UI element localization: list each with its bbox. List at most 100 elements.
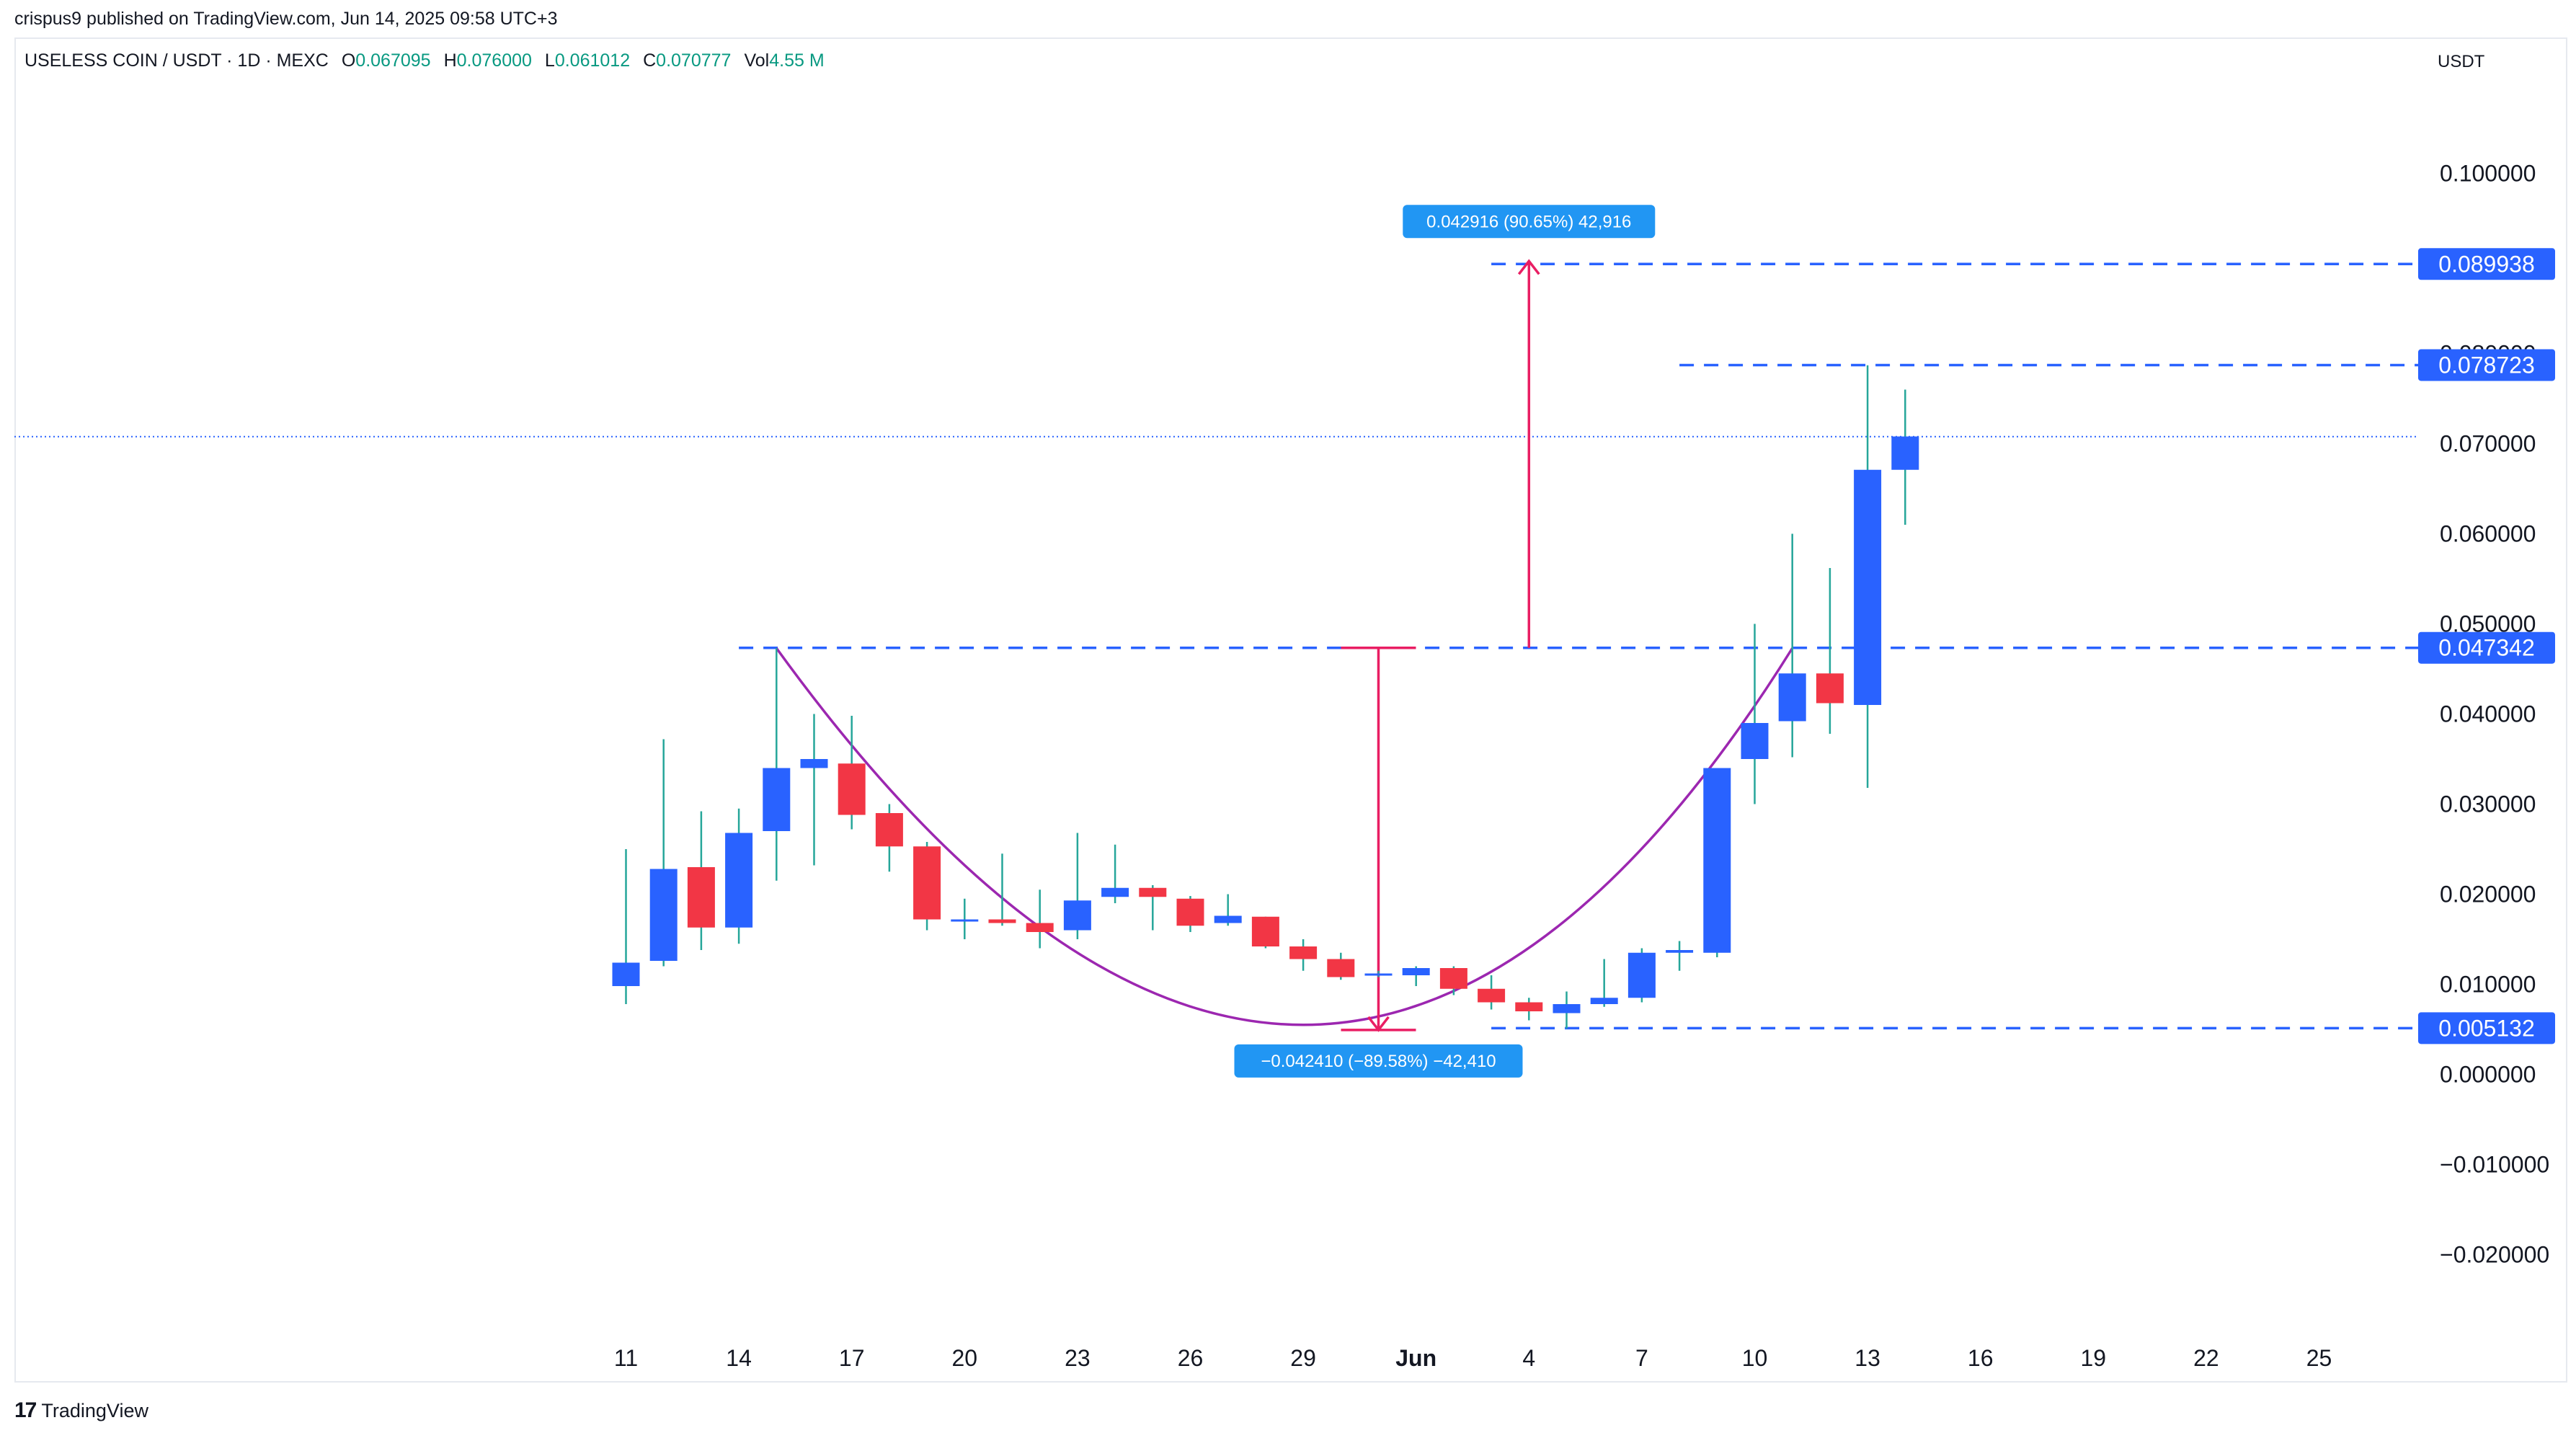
x-tick-label: 19 bbox=[2081, 1345, 2107, 1371]
ohlc-close-label: C bbox=[643, 50, 657, 71]
ohlc-high-value: 0.076000 bbox=[456, 50, 532, 71]
candle-body-down bbox=[1026, 923, 1054, 932]
level-tag-label: 0.005132 bbox=[2438, 1015, 2534, 1041]
candle-body-down bbox=[988, 919, 1016, 923]
ohlc-low-value: 0.061012 bbox=[554, 50, 631, 71]
price-axis-currency[interactable]: USDT bbox=[2438, 52, 2485, 71]
measure-label: 0.042916 (90.65%) 42,916 bbox=[1426, 212, 1631, 231]
measure-label-box bbox=[1403, 205, 1656, 239]
candle-body-up bbox=[1101, 887, 1129, 897]
level-tag-label: 0.078723 bbox=[2438, 352, 2534, 378]
x-tick-label: 22 bbox=[2193, 1345, 2219, 1371]
ohlc-open-label: O bbox=[341, 50, 356, 71]
y-tick-label: −0.010000 bbox=[2440, 1152, 2549, 1178]
y-tick-label: 0.070000 bbox=[2440, 431, 2536, 457]
candle-body-down bbox=[1816, 673, 1844, 704]
volume-value: 4.55 M bbox=[769, 50, 825, 71]
x-tick-label: 11 bbox=[614, 1345, 638, 1371]
x-tick-label: 4 bbox=[1522, 1345, 1535, 1371]
published-by: crispus9 published on TradingView.com, J… bbox=[14, 9, 558, 29]
x-tick-label: 10 bbox=[1742, 1345, 1768, 1371]
ohlc-high-label: H bbox=[443, 50, 457, 71]
symbol-title: USELESS COIN / USDT · 1D · MEXC bbox=[25, 50, 329, 71]
candle-body-up bbox=[1666, 950, 1694, 953]
candle-body-up bbox=[1627, 952, 1656, 998]
x-tick-label: 17 bbox=[839, 1345, 865, 1371]
y-tick-label: 0.100000 bbox=[2440, 161, 2536, 187]
ohlc-low-label: L bbox=[544, 50, 555, 71]
horizontal-levels bbox=[739, 262, 2418, 1030]
y-tick-label: 0.000000 bbox=[2440, 1062, 2536, 1088]
y-tick-label: 0.060000 bbox=[2440, 521, 2536, 547]
tradingview-brand[interactable]: 17 TradingView bbox=[14, 1398, 148, 1423]
x-tick-label: 7 bbox=[1635, 1345, 1648, 1371]
x-tick-label: 20 bbox=[952, 1345, 978, 1371]
x-tick-label: 14 bbox=[726, 1345, 752, 1371]
ohlc-open-value: 0.067095 bbox=[355, 50, 431, 71]
candle-body-up bbox=[1778, 673, 1806, 722]
x-tick-label: 16 bbox=[1968, 1345, 1994, 1371]
volume-label: Vol bbox=[744, 50, 770, 71]
level-tags: 0.089938 0.078723 0.047342 0.005132 bbox=[2418, 248, 2555, 1044]
measure-label: −0.042410 (−89.58%) −42,410 bbox=[1261, 1052, 1496, 1071]
cup-curve bbox=[775, 647, 1794, 1026]
tradingview-logo-icon: 17 bbox=[14, 1398, 37, 1422]
x-tick-label: Jun bbox=[1395, 1345, 1436, 1371]
y-tick-label: −0.020000 bbox=[2440, 1242, 2549, 1268]
x-tick-label: 25 bbox=[2306, 1345, 2332, 1371]
level-tag-label: 0.047342 bbox=[2438, 635, 2534, 661]
candle-body-down bbox=[875, 813, 903, 847]
x-tick-label: 26 bbox=[1178, 1345, 1204, 1371]
x-tick-label: 23 bbox=[1065, 1345, 1091, 1371]
candle-body-up bbox=[1402, 968, 1430, 975]
measure-tools: −0.042410 (−89.58%) −42,410 0.042916 (90.… bbox=[1234, 205, 1656, 1078]
candle-body-up bbox=[1741, 723, 1769, 759]
brand-name: TradingView bbox=[41, 1399, 148, 1421]
x-tick-label: 13 bbox=[1855, 1345, 1880, 1371]
y-tick-label: 0.030000 bbox=[2440, 791, 2536, 817]
level-tag bbox=[2418, 1012, 2555, 1044]
candle-body-up bbox=[1063, 900, 1091, 931]
candle-body-down bbox=[1251, 916, 1279, 946]
candle-body-up bbox=[725, 833, 753, 928]
candle-body-up bbox=[1553, 1004, 1581, 1013]
ohlc-close-value: 0.070777 bbox=[656, 50, 732, 71]
candle-body-up bbox=[1854, 469, 1882, 705]
measure-label-box bbox=[1234, 1044, 1523, 1078]
candle-body-up bbox=[1590, 998, 1618, 1004]
candle-body-up bbox=[1364, 973, 1393, 976]
time-axis: 11 14 17 20 23 26 29 Jun 4 7 10 13 16 19 22 25 bbox=[614, 1345, 2332, 1371]
candle-body-down bbox=[1478, 988, 1506, 1003]
candle-body-up bbox=[1891, 436, 1919, 470]
measure-arrowhead bbox=[1517, 259, 1540, 275]
candle-body-up bbox=[1703, 768, 1731, 953]
candle-body-up bbox=[1214, 915, 1242, 923]
candle-body-up bbox=[612, 962, 640, 986]
candle-body-up bbox=[951, 919, 979, 922]
level-tag bbox=[2418, 248, 2555, 280]
candle-body-down bbox=[687, 867, 715, 928]
candle-body-up bbox=[800, 759, 828, 768]
y-tick-label: 0.040000 bbox=[2440, 701, 2536, 727]
candle-body-down bbox=[1176, 898, 1204, 926]
candle-body-down bbox=[1515, 1002, 1543, 1011]
level-tag bbox=[2418, 349, 2555, 381]
price-axis: 0.1000000.0900000.0800000.0700000.060000… bbox=[2440, 161, 2549, 1268]
measure-arrowhead bbox=[1367, 1016, 1390, 1032]
level-tag-label: 0.089938 bbox=[2438, 251, 2534, 277]
candle-body-up bbox=[763, 768, 791, 831]
candle-body-up bbox=[649, 869, 678, 961]
candle-body-down bbox=[838, 763, 866, 815]
chart-frame bbox=[14, 37, 2567, 1383]
y-tick-label: 0.020000 bbox=[2440, 882, 2536, 908]
candle-body-down bbox=[913, 846, 941, 920]
symbol-legend: USELESS COIN / USDT · 1D · MEXC O0.067095… bbox=[25, 50, 825, 71]
candle-body-down bbox=[1289, 946, 1318, 959]
candles bbox=[612, 365, 1919, 1029]
x-tick-label: 29 bbox=[1290, 1345, 1316, 1371]
candle-body-down bbox=[1139, 887, 1167, 897]
level-tag bbox=[2418, 631, 2555, 664]
candle-body-down bbox=[1327, 959, 1355, 977]
candle-body-down bbox=[1439, 968, 1467, 989]
